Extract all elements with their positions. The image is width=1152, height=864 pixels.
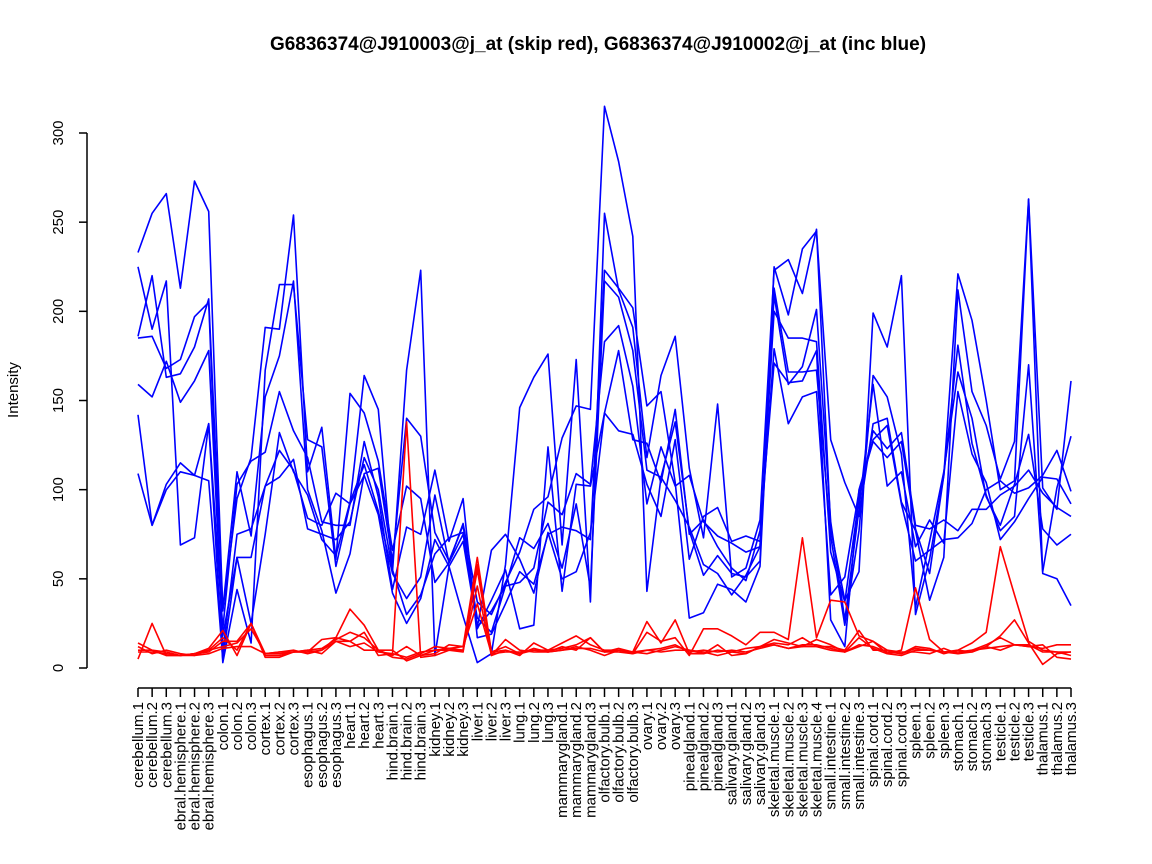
series-layer [137,105,1072,666]
y-axis: 0 50 100 150 200 250 300 [50,120,88,672]
x-tick-label: small.intestine.1 [823,702,840,810]
x-tick-label: hind.brain.2 [399,702,416,780]
x-tick-label: olfactory.bulb.1 [597,702,614,803]
x-tick-label: kidney.3 [455,702,472,757]
x-tick-label: cortex.1 [257,702,274,755]
x-tick-label: lung.2 [526,702,543,743]
x-tick-label: pinealgland.3 [710,702,727,791]
x-tick-label: colon.3 [243,702,260,750]
x-tick-label: salivary.gland.3 [752,702,769,805]
x-tick-label: heart.2 [356,702,373,749]
y-tick-label: 200 [50,299,67,324]
series-line-inc-2 [137,198,1072,664]
x-tick-label: ovary.2 [653,702,670,750]
x-tick-label: mammarygland.3 [582,702,599,818]
chart-title: G6836374@J910003@j_at (skip red), G68363… [270,34,926,55]
x-tick-label: small.intestine.2 [837,702,854,810]
x-tick-label: hind.brain.1 [384,702,401,780]
series-line-skip-10 [137,569,1071,660]
x-tick-label: thalamus.3 [1063,702,1080,775]
x-tick-label: colon.2 [229,702,246,750]
x-tick-label: colon.1 [215,702,232,750]
x-tick-label: testicle.3 [1021,702,1038,761]
x-tick-label: mammarygland.2 [568,702,585,818]
x-tick-label: spinal.cord.3 [893,702,910,787]
x-tick-label: esophagus.2 [314,702,331,788]
x-tick-label: cortex.3 [286,702,303,755]
x-tick-label: ebral.hemisphere.3 [201,702,218,830]
x-tick-label: hind.brain.3 [413,702,430,780]
x-tick-label: spleen.2 [922,702,939,759]
x-tick-label: skeletal.muscle.4 [809,702,826,817]
series-line-skip-11 [138,585,1072,666]
x-tick-label: spinal.cord.2 [879,702,896,787]
x-tick-label: ebral.hemisphere.2 [187,702,204,830]
series-line-inc-3 [137,269,1072,639]
x-tick-label: olfactory.bulb.3 [625,702,642,803]
y-tick-label: 50 [50,570,67,587]
x-tick-label: small.intestine.3 [851,702,868,810]
y-axis-label: Intensity [5,362,22,418]
x-tick-label: stomach.2 [964,702,981,771]
x-tick-label: skeletal.muscle.3 [794,702,811,817]
x-tick-label: thalamus.2 [1049,702,1066,775]
x-tick-label: ovary.1 [639,702,656,750]
x-tick-label: spleen.3 [936,702,953,759]
x-tick-label: kidney.2 [441,702,458,757]
x-tick-label: cerebellum.2 [144,702,161,788]
y-tick-label: 300 [50,120,67,145]
x-tick-label: salivary.gland.1 [724,702,741,805]
x-tick-label: liver.1 [469,702,486,741]
x-tick-label: skeletal.muscle.2 [780,702,797,817]
x-tick-label: pinealgland.1 [681,702,698,791]
x-tick-label: kidney.1 [427,702,444,757]
x-tick-label: pinealgland.2 [695,702,712,791]
x-tick-label: stomach.3 [978,702,995,771]
series-line-skip-12 [138,602,1071,659]
x-axis: cerebellum.1cerebellum.2cerebellum.3ebra… [130,687,1080,830]
x-tick-label: mammarygland.1 [554,702,571,818]
x-tick-label: esophagus.3 [328,702,345,788]
x-tick-label: thalamus.1 [1035,702,1052,775]
series-line-inc-7 [137,274,1072,648]
y-tick-label: 100 [50,477,67,502]
series-line-inc-5 [137,347,1072,637]
x-tick-label: spleen.1 [908,702,925,759]
x-tick-label: liver.3 [498,702,515,741]
y-tick-label: 250 [50,210,67,235]
x-tick-label: esophagus.1 [300,702,317,788]
x-tick-label: stomach.1 [950,702,967,771]
x-tick-label: testicle.2 [1006,702,1023,761]
x-tick-label: cortex.2 [271,702,288,755]
series-line-inc-4 [137,280,1072,660]
x-tick-label: olfactory.bulb.2 [611,702,628,803]
x-tick-label: skeletal.muscle.1 [766,702,783,817]
x-tick-label: salivary.gland.2 [738,702,755,805]
series-line-skip-9 [137,421,1072,660]
x-tick-label: testicle.1 [992,702,1009,761]
x-tick-label: cerebellum.1 [130,702,147,788]
series-line-skip-8 [137,556,1072,660]
x-tick-label: cerebellum.3 [158,702,175,788]
x-tick-label: liver.2 [483,702,500,741]
x-tick-label: lung.1 [512,702,529,743]
x-tick-label: ebral.hemisphere.1 [172,702,189,830]
x-tick-label: lung.3 [540,702,557,743]
y-tick-label: 150 [50,388,67,413]
x-tick-label: heart.1 [342,702,359,749]
x-tick-label: heart.3 [370,702,387,749]
y-tick-label: 0 [50,664,67,672]
x-tick-label: spinal.cord.1 [865,702,882,787]
x-tick-label: ovary.3 [667,702,684,750]
